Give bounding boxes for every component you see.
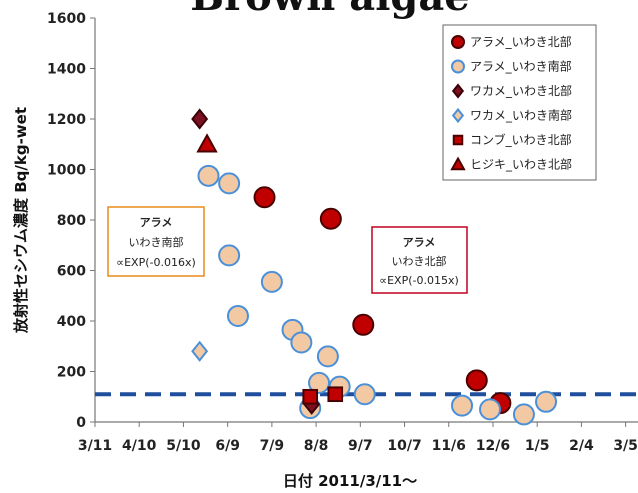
annotation-north: アラメ いわき北部 ∝EXP(-0.015x) <box>371 226 468 294</box>
data-point-series-2 <box>512 403 535 426</box>
x-tick-label: 7/9 <box>260 438 285 454</box>
x-tick-label: 5/10 <box>166 438 201 454</box>
y-axis-label: 放射性セシウム濃度 Bq/kg-wet <box>12 107 30 334</box>
legend-box <box>442 24 597 181</box>
data-point-series-5 <box>302 388 318 405</box>
y-tick-label: 400 <box>57 314 86 330</box>
legend-marker-5 <box>452 134 464 146</box>
annotation-south-box <box>107 206 205 277</box>
data-point-series-1 <box>465 369 488 392</box>
data-point-series-2 <box>451 394 474 417</box>
annotation-north-box <box>371 226 468 294</box>
data-point-series-6 <box>196 133 218 153</box>
data-point-series-2 <box>308 371 331 394</box>
data-point-series-5 <box>327 386 344 403</box>
y-tick-label: 200 <box>57 365 86 381</box>
x-axis-label: 日付 2011/3/11〜 <box>283 472 417 490</box>
legend-label-3: ワカメ_いわき北部 <box>470 83 572 98</box>
annotation-south: アラメ いわき南部 ∝EXP(-0.016x) <box>107 206 205 277</box>
x-tick-label: 4/10 <box>122 438 157 454</box>
legend-label-2: アラメ_いわき南部 <box>470 59 572 74</box>
x-tick-label: 2/4 <box>569 438 594 454</box>
legend-marker-2 <box>451 59 465 74</box>
data-point-series-1 <box>352 313 375 336</box>
y-tick-label: 1600 <box>47 11 86 27</box>
annotation-north-formula: ∝EXP(-0.015x) <box>379 274 459 287</box>
x-tick-label: 10/7 <box>387 438 421 454</box>
data-point-series-4 <box>191 340 209 362</box>
y-tick-label: 1200 <box>47 112 86 128</box>
annotation-north-title: アラメ <box>403 236 436 249</box>
x-ticks: 3/11 4/10 5/10 6/9 7/9 8/8 9/7 10/7 11/6 12/6 1/5 2… <box>78 422 638 454</box>
data-point-series-2 <box>353 383 376 406</box>
y-tick-label: 600 <box>57 264 86 280</box>
data-point-series-2 <box>260 270 283 293</box>
data-point-series-2 <box>316 345 339 368</box>
data-point-series-2 <box>479 398 502 421</box>
legend-label-6: ヒジキ_いわき北部 <box>470 157 572 172</box>
annotation-south-title: アラメ <box>140 216 173 229</box>
legend-label-5: コンブ_いわき北部 <box>470 132 572 147</box>
legend-marker-6 <box>450 156 466 171</box>
data-point-series-2 <box>197 164 220 187</box>
data-point-series-2 <box>226 304 249 327</box>
data-point-series-2 <box>535 390 558 413</box>
legend-marker-3 <box>451 83 465 99</box>
x-tick-label: 6/9 <box>215 438 240 454</box>
chart-title: Brown algae <box>190 0 469 20</box>
x-tick-label: 9/7 <box>348 438 373 454</box>
data-point-series-1 <box>319 207 342 230</box>
annotation-south-line2: いわき南部 <box>129 235 184 249</box>
x-tick-label: 3/5 <box>613 438 638 454</box>
x-tick-label: 3/11 <box>78 438 112 454</box>
data-point-series-2 <box>218 172 241 195</box>
annotation-south-formula: ∝EXP(-0.016x) <box>116 256 196 269</box>
x-tick-label: 8/8 <box>304 438 329 454</box>
data-point-series-2 <box>218 244 241 267</box>
y-tick-label: 0 <box>76 415 86 431</box>
x-tick-label: 11/6 <box>432 438 466 454</box>
y-tick-label: 1400 <box>47 62 86 78</box>
y-ticks: 0 200 400 600 800 1000 1200 1400 1600 <box>47 11 95 431</box>
legend-marker-4 <box>451 107 465 124</box>
annotation-north-line2: いわき北部 <box>392 254 447 268</box>
legend-label-4: ワカメ_いわき南部 <box>470 108 572 123</box>
x-tick-label: 12/6 <box>476 438 510 454</box>
data-point-series-1 <box>253 186 276 209</box>
data-points <box>191 108 558 426</box>
y-tick-label: 1000 <box>47 163 86 179</box>
legend-marker-1 <box>451 35 465 49</box>
legend: アラメ_いわき北部アラメ_いわき南部ワカメ_いわき北部ワカメ_いわき南部コンブ_… <box>442 24 597 181</box>
data-point-series-3 <box>191 108 209 130</box>
y-tick-label: 800 <box>57 213 86 229</box>
x-tick-label: 1/5 <box>525 438 550 454</box>
legend-label-1: アラメ_いわき北部 <box>470 34 572 49</box>
data-point-series-2 <box>290 331 313 354</box>
